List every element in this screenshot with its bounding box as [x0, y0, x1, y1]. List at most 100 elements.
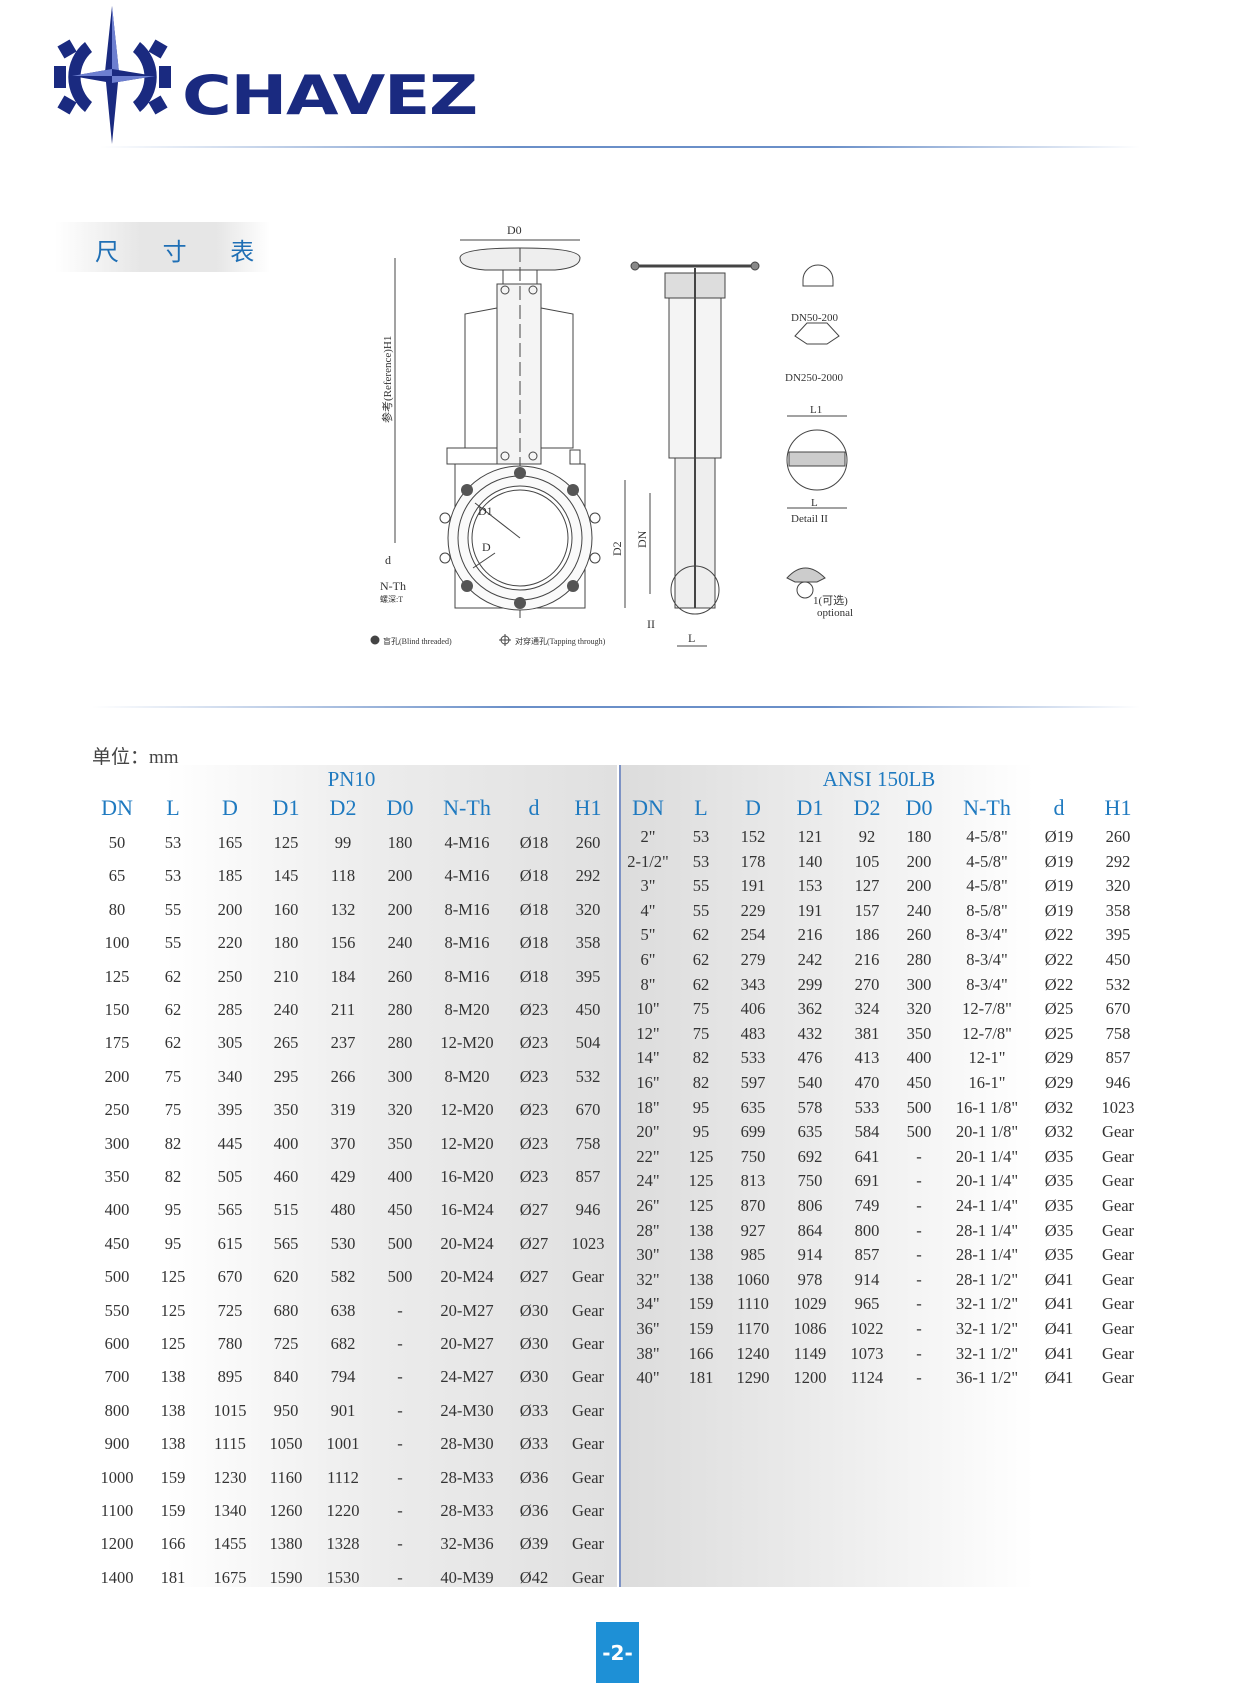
- cell-d: 229: [740, 900, 766, 920]
- cell-d: 615: [217, 1233, 243, 1253]
- cell-n-th: 28-1 1/4": [955, 1220, 1019, 1240]
- label-d2: D2: [610, 541, 624, 556]
- cell-d2: 480: [330, 1200, 356, 1220]
- cell-d0: 320: [906, 999, 932, 1019]
- cell-l: 95: [692, 1097, 710, 1117]
- cell-d1: 153: [797, 876, 823, 896]
- label-nth: N-Th: [380, 579, 406, 593]
- cell-h1: Gear: [571, 1367, 605, 1387]
- cell-dn: 38": [636, 1343, 660, 1363]
- cell-d1: 680: [273, 1300, 299, 1320]
- cell-n-th: 32-1 1/2": [955, 1343, 1019, 1363]
- cell-d2: 156: [330, 933, 356, 953]
- cell-d: Ø27: [519, 1200, 549, 1220]
- cell-d0: 240: [387, 933, 413, 953]
- cell-d: Ø41: [1044, 1343, 1074, 1363]
- column-header-d1: D1: [272, 795, 300, 820]
- cell-d0: -: [397, 1467, 403, 1487]
- cell-d2: 641: [854, 1146, 880, 1166]
- cell-d1: 840: [273, 1367, 299, 1387]
- cell-l: 138: [688, 1245, 714, 1265]
- cell-d2: 582: [330, 1267, 356, 1287]
- cell-h1: Gear: [1101, 1220, 1135, 1240]
- cell-h1: 946: [575, 1200, 601, 1220]
- column-header-d: D: [222, 795, 238, 820]
- cell-h1: 532: [575, 1066, 601, 1086]
- cell-n-th: 24-M30: [440, 1400, 494, 1420]
- cell-d1: 1380: [269, 1534, 303, 1554]
- cell-dn: 18": [636, 1097, 660, 1117]
- cell-d2: 749: [854, 1196, 880, 1215]
- column-header-d: d: [1053, 795, 1065, 820]
- cell-d2: 270: [854, 974, 880, 994]
- cell-d: 927: [740, 1220, 766, 1240]
- cell-d2: 1112: [327, 1467, 359, 1487]
- cell-d: 813: [740, 1171, 766, 1191]
- cell-d0: 200: [906, 851, 932, 871]
- cell-h1: Gear: [1101, 1122, 1135, 1142]
- cell-d: 1340: [213, 1501, 247, 1520]
- cell-h1: 260: [1105, 827, 1131, 846]
- cell-n-th: 32-M36: [440, 1534, 494, 1554]
- cell-d1: 350: [273, 1100, 299, 1120]
- cell-n-th: 16-M24: [440, 1200, 494, 1220]
- cell-h1: 670: [575, 1100, 601, 1120]
- cell-d: 395: [217, 1100, 243, 1120]
- label-optional-cn: 1(可选): [813, 594, 848, 607]
- cell-d: Ø27: [519, 1233, 549, 1253]
- cell-h1: Gear: [571, 1334, 605, 1353]
- cell-dn: 22": [636, 1146, 660, 1166]
- section-title: 尺 寸 表: [95, 238, 273, 266]
- cell-l: 138: [160, 1434, 186, 1454]
- cell-l: 138: [688, 1269, 714, 1289]
- column-header-d0: D0: [905, 795, 933, 820]
- cell-d1: 460: [273, 1167, 299, 1186]
- column-header-n-th: N-Th: [443, 795, 491, 820]
- cell-dn: 40": [636, 1368, 660, 1388]
- cell-d0: 280: [387, 1033, 413, 1053]
- cell-d: 1240: [736, 1343, 770, 1363]
- brand-name: CHAVEZ: [182, 70, 477, 120]
- cell-d: Ø35: [1044, 1245, 1074, 1265]
- cell-n-th: 8-3/4": [966, 925, 1008, 945]
- label-detail-l: L: [811, 497, 818, 509]
- cell-d: Ø33: [519, 1434, 549, 1454]
- pn10-title: PN10: [327, 767, 376, 791]
- cell-d2: 132: [330, 899, 356, 919]
- label-dn: DN: [635, 530, 649, 548]
- column-header-d2: D2: [853, 795, 881, 820]
- cell-d0: 400: [906, 1048, 932, 1068]
- cell-h1: 504: [575, 1033, 601, 1053]
- cell-d: Ø18: [519, 866, 549, 886]
- cell-l: 166: [688, 1343, 714, 1363]
- cell-d2: 184: [330, 966, 356, 986]
- cell-d1: 725: [273, 1334, 299, 1353]
- cell-d1: 145: [273, 866, 299, 886]
- cell-d2: 105: [854, 851, 880, 871]
- cell-d2: 370: [330, 1133, 356, 1153]
- cell-dn: 1400: [100, 1567, 134, 1587]
- cell-l: 55: [164, 933, 182, 953]
- cell-d1: 180: [273, 933, 299, 953]
- cell-d: Ø23: [519, 1000, 549, 1019]
- cell-l: 125: [688, 1146, 714, 1166]
- cell-d1: 1149: [793, 1343, 827, 1363]
- cell-l: 53: [164, 833, 182, 852]
- cell-n-th: 20-1 1/8": [955, 1122, 1019, 1142]
- cell-d0: 500: [387, 1233, 413, 1253]
- cell-n-th: 8-5/8": [966, 900, 1008, 920]
- cell-d2: 429: [330, 1167, 356, 1186]
- cell-d: 597: [740, 1073, 766, 1092]
- column-header-h1: H1: [574, 795, 602, 820]
- cell-n-th: 8-M16: [444, 933, 490, 953]
- cell-d0: 180: [906, 827, 932, 846]
- cell-d: Ø29: [1044, 1073, 1074, 1092]
- cell-d: 1115: [214, 1434, 246, 1454]
- cell-n-th: 8-3/4": [966, 974, 1008, 994]
- cell-l: 125: [688, 1196, 714, 1215]
- cell-d2: 691: [854, 1171, 880, 1191]
- cell-d: 178: [740, 851, 766, 871]
- cell-d: Ø41: [1044, 1368, 1074, 1388]
- cell-h1: 395: [575, 966, 601, 986]
- cell-d2: 1124: [850, 1368, 884, 1388]
